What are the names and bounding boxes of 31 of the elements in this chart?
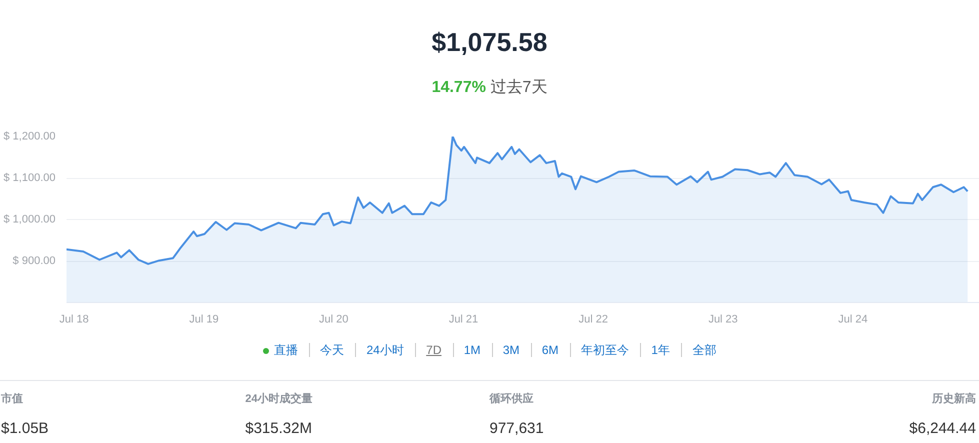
y-tick-label: $ 1,000.00 [4,214,56,226]
text: 1年 [651,343,670,357]
y-tick-label: $ 1,200.00 [4,130,56,142]
y-tick-label: $ 1,100.00 [4,172,56,184]
text: 7D [426,343,442,357]
text: 977,631 [490,418,545,439]
chart-subtitle: 14.77% 过去7天 [432,79,548,96]
text: 循环供应 [490,392,534,407]
x-tick-label: Jul 20 [319,314,348,326]
text: $315.32M [245,418,313,439]
text: 1M [464,343,480,357]
y-tick-label: $ 900.00 [12,255,56,267]
text: 历史新高 [931,392,976,407]
x-tick-label: Jul 19 [189,314,219,326]
text: 市值 [1,392,24,407]
text: 24小时成交量 [245,392,314,407]
text: 24小时 [366,343,404,357]
x-tick-label: Jul 21 [448,314,478,326]
text: 直播 [274,343,298,357]
chart-title: $1,075.58 [430,26,548,59]
text: $6,244.44 [908,418,976,439]
x-tick-label: Jul 18 [59,314,89,326]
x-tick-label: Jul 23 [708,314,738,326]
text: 3M [502,343,520,357]
text: 6M [542,343,559,357]
text: 全部 [692,343,716,357]
x-tick-label: Jul 22 [578,314,608,326]
text: 年初至今 [580,343,629,357]
text: 今天 [320,343,344,357]
x-tick-label: Jul 24 [838,314,868,326]
text: $1.05B [1,418,50,439]
